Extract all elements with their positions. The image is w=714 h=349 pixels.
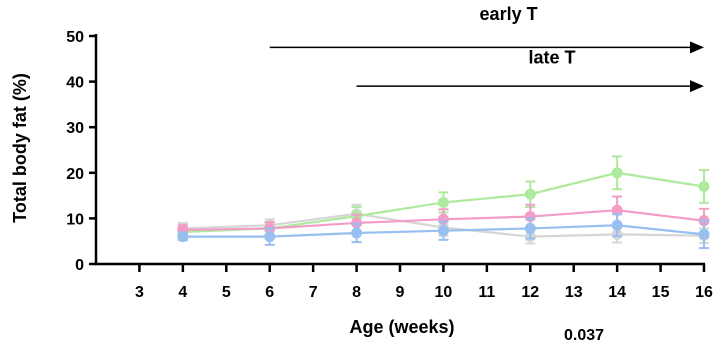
- treatment-arrow-1: early T: [269, 4, 704, 54]
- series-group: [177, 155, 710, 250]
- footnote-value: 0.037: [564, 327, 604, 344]
- y-tick-label: 50: [66, 29, 84, 46]
- x-tick-label: 14: [608, 284, 626, 301]
- x-tick-label: 7: [309, 284, 318, 301]
- arrow-label: late T: [528, 47, 575, 67]
- data-point: [611, 204, 623, 216]
- x-tick-label: 3: [135, 284, 144, 301]
- arrow-head: [690, 80, 704, 93]
- y-tick-label: 10: [66, 211, 84, 228]
- data-point: [611, 219, 623, 231]
- x-tick-label: 5: [222, 284, 231, 301]
- x-tick-label: 11: [478, 284, 495, 301]
- x-tick-label: 8: [352, 284, 361, 301]
- x-ticks: 3 4 5 6 7 8 9 10 11 12 13 14 15 16: [135, 264, 713, 301]
- x-tick-label: 6: [265, 284, 274, 301]
- x-tick-label: 4: [178, 284, 187, 301]
- y-tick-label: 40: [66, 75, 84, 92]
- treatment-arrow-2: late T: [356, 47, 704, 93]
- y-tick-label: 0: [75, 257, 84, 274]
- series-4: [177, 213, 710, 250]
- y-axis-label: Total body fat (%): [10, 73, 30, 223]
- data-point: [698, 228, 710, 240]
- annotations: early T late T: [269, 4, 704, 93]
- data-point: [177, 231, 189, 243]
- x-axis-label: Age (weeks): [349, 317, 454, 337]
- data-point: [524, 222, 536, 234]
- series-3: [177, 195, 710, 236]
- data-point: [611, 167, 623, 179]
- x-tick-label: 16: [695, 284, 713, 301]
- arrow-label: early T: [480, 4, 538, 24]
- data-point: [437, 196, 449, 208]
- y-tick-label: 20: [66, 166, 84, 183]
- arrow-head: [690, 41, 704, 54]
- data-point: [264, 231, 276, 243]
- x-tick-label: 9: [396, 284, 405, 301]
- x-tick-label: 10: [435, 284, 453, 301]
- data-point: [437, 225, 449, 237]
- data-point: [698, 180, 710, 192]
- x-tick-label: 12: [521, 284, 539, 301]
- x-tick-label: 13: [565, 284, 583, 301]
- y-ticks: 0 10 20 30 40 50: [66, 29, 96, 274]
- x-tick-label: 15: [652, 284, 670, 301]
- data-point: [524, 188, 536, 200]
- y-tick-label: 30: [66, 120, 84, 137]
- data-point: [351, 227, 363, 239]
